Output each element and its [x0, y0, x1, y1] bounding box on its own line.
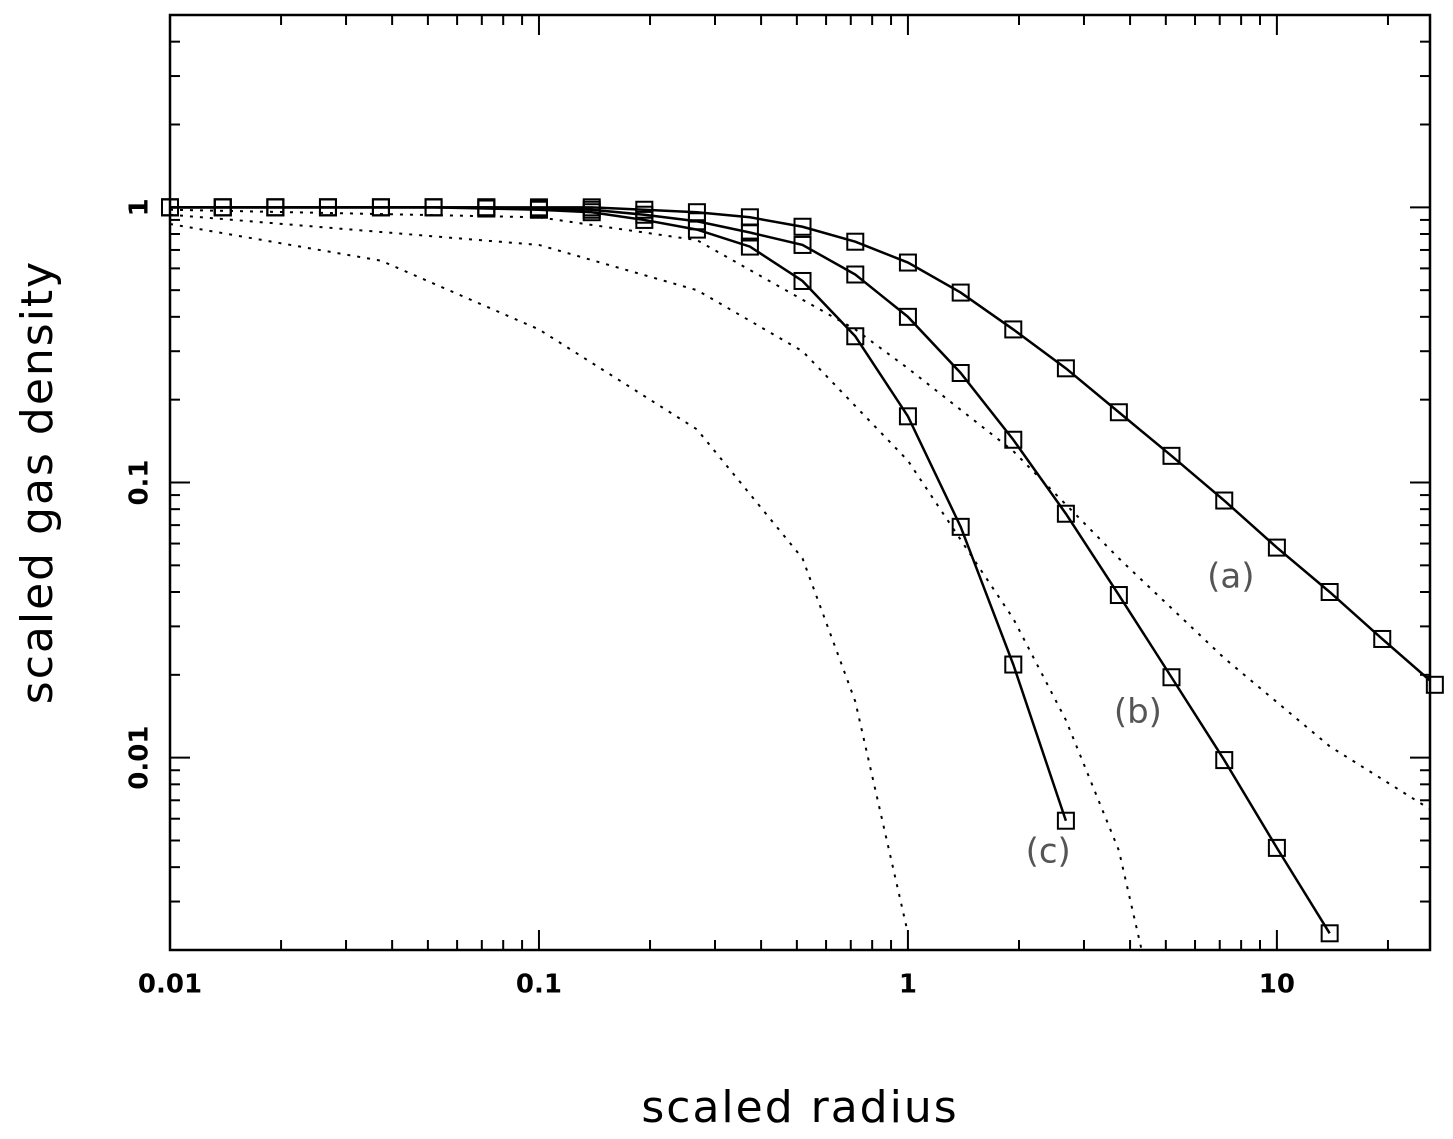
x-tick-label: 0.01	[138, 970, 202, 1000]
marker	[1373, 629, 1392, 648]
marker	[371, 198, 390, 217]
annotation: (c)	[1026, 832, 1071, 872]
marker	[740, 237, 759, 256]
marker	[161, 198, 179, 217]
marker	[740, 223, 759, 242]
marker	[846, 327, 865, 346]
marker	[898, 307, 917, 326]
series-line	[170, 208, 1430, 810]
marker	[477, 199, 496, 218]
marker	[1056, 504, 1075, 523]
marker	[1320, 924, 1339, 943]
marker	[687, 220, 706, 239]
marker	[266, 198, 285, 217]
y-tick-label: 1	[125, 198, 155, 216]
y-tick-label: 0.1	[125, 459, 155, 505]
marker	[951, 283, 970, 302]
marker	[1162, 668, 1181, 687]
marker	[1056, 359, 1075, 378]
marker	[846, 232, 865, 251]
marker	[1109, 403, 1128, 422]
annotation: (b)	[1114, 692, 1162, 732]
marker	[424, 198, 443, 217]
marker	[1320, 582, 1339, 601]
marker	[1056, 811, 1075, 830]
marker	[1215, 491, 1234, 510]
annotation: (a)	[1207, 556, 1254, 596]
series-line	[170, 222, 909, 934]
marker	[1004, 320, 1023, 339]
marker	[793, 235, 812, 254]
marker	[793, 271, 812, 290]
marker	[582, 203, 601, 222]
marker	[1004, 430, 1023, 449]
marker	[687, 203, 706, 222]
marker	[318, 198, 337, 217]
marker	[635, 210, 654, 229]
marker	[1004, 655, 1023, 674]
x-tick-label: 10	[1259, 970, 1295, 1000]
marker	[1267, 538, 1286, 557]
marker	[1215, 751, 1234, 770]
x-tick-label: 0.1	[516, 970, 562, 1000]
series-line	[170, 206, 1430, 683]
marker	[1162, 446, 1181, 465]
marker	[1267, 838, 1286, 857]
marker	[529, 200, 548, 219]
x-axis-label: scaled radius	[641, 1082, 958, 1133]
marker	[1109, 586, 1128, 605]
marker	[1425, 675, 1444, 694]
marker	[898, 407, 917, 426]
series-line	[170, 206, 1068, 822]
marker	[846, 265, 865, 284]
marker	[793, 217, 812, 236]
marker	[213, 198, 232, 217]
y-axis-label: scaled gas density	[12, 260, 63, 704]
plot-frame	[168, 13, 1432, 952]
series-line	[170, 213, 1143, 950]
y-tick-label: 0.01	[125, 726, 155, 790]
marker	[898, 253, 917, 272]
marker	[951, 364, 970, 383]
series-line	[170, 206, 1331, 934]
marker	[951, 517, 970, 536]
x-tick-label: 1	[899, 970, 917, 1000]
